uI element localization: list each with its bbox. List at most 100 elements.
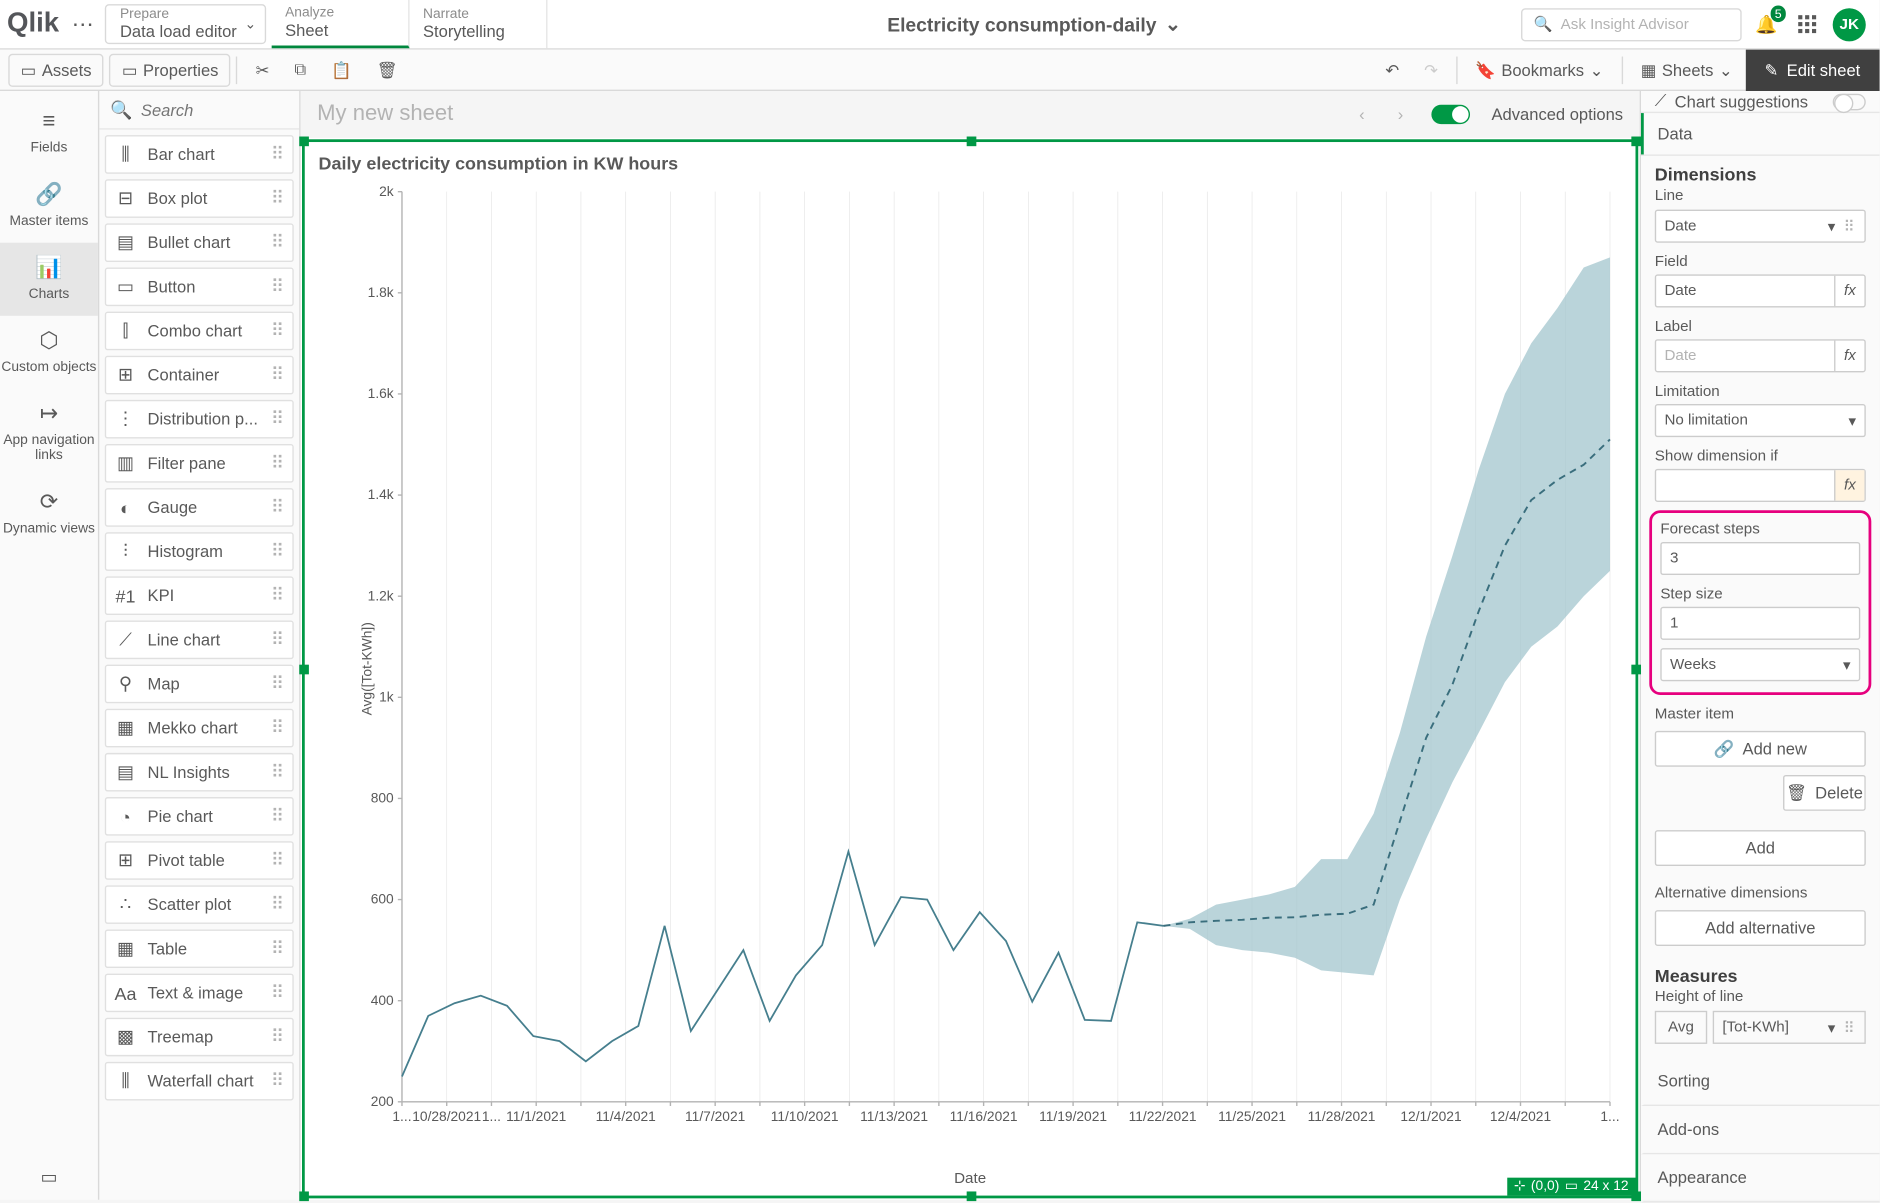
chart-type-pivot-table[interactable]: ⊞Pivot table⠿ bbox=[105, 841, 294, 880]
drag-handle-icon[interactable]: ⠿ bbox=[271, 1070, 286, 1092]
step-unit-select[interactable]: Weeks▾ bbox=[1660, 648, 1860, 681]
cut-icon[interactable]: ✂ bbox=[243, 53, 282, 86]
resize-handle[interactable] bbox=[299, 137, 309, 147]
drag-handle-icon[interactable]: ⠿ bbox=[271, 188, 286, 210]
resize-handle[interactable] bbox=[1631, 665, 1641, 675]
fx-icon[interactable]: fx bbox=[1834, 341, 1864, 371]
add-alternative-button[interactable]: Add alternative bbox=[1655, 910, 1866, 946]
drag-handle-icon[interactable]: ⠿ bbox=[271, 276, 286, 298]
properties-button[interactable]: ▭ Properties bbox=[109, 53, 230, 86]
redo-icon[interactable]: ↷ bbox=[1412, 53, 1451, 86]
drag-handle-icon[interactable]: ⠿ bbox=[271, 143, 286, 165]
qlik-logo[interactable]: Qlik bbox=[0, 0, 66, 48]
chart-type-container[interactable]: ⊞Container⠿ bbox=[105, 356, 294, 395]
prev-sheet-icon[interactable]: ‹ bbox=[1354, 105, 1371, 124]
drag-handle-icon[interactable]: ⠿ bbox=[271, 541, 286, 563]
drag-handle-icon[interactable]: ⠿ bbox=[271, 232, 286, 254]
chart-type-combo-chart[interactable]: ⫿Combo chart⠿ bbox=[105, 312, 294, 351]
sheet-title[interactable]: My new sheet bbox=[317, 102, 1353, 127]
leftstrip-app-navigation-links[interactable]: ↦App navigation links bbox=[0, 389, 98, 477]
addons-section[interactable]: Add-ons bbox=[1641, 1106, 1880, 1154]
resize-handle[interactable] bbox=[1631, 137, 1641, 147]
dimension-select[interactable]: Date ▾⠿ bbox=[1655, 210, 1866, 243]
copy-icon[interactable]: ⧉ bbox=[282, 52, 319, 86]
sorting-section[interactable]: Sorting bbox=[1641, 1058, 1880, 1106]
add-new-button[interactable]: 🔗Add new bbox=[1655, 731, 1866, 767]
delete-button[interactable]: 🗑Delete bbox=[1783, 775, 1866, 811]
forecast-steps-input[interactable]: 3 bbox=[1660, 542, 1860, 575]
advanced-toggle[interactable] bbox=[1431, 105, 1470, 124]
assets-button[interactable]: ▭ Assets bbox=[8, 53, 104, 86]
drag-handle-icon[interactable]: ⠿ bbox=[271, 894, 286, 916]
data-section[interactable]: Data bbox=[1641, 113, 1880, 154]
insight-search[interactable]: 🔍 Ask Insight Advisor bbox=[1521, 8, 1742, 41]
chart-type-nl-insights[interactable]: ▤NL Insights⠿ bbox=[105, 753, 294, 792]
drag-handle-icon[interactable]: ⠿ bbox=[271, 452, 286, 474]
chart-type-bar-chart[interactable]: ⫼Bar chart⠿ bbox=[105, 135, 294, 174]
drag-handle-icon[interactable]: ⠿ bbox=[271, 938, 286, 960]
drag-handle-icon[interactable]: ⠿ bbox=[271, 982, 286, 1004]
leftstrip-custom-objects[interactable]: ⬡Custom objects bbox=[0, 316, 98, 389]
drag-handle-icon[interactable]: ⠿ bbox=[271, 673, 286, 695]
leftstrip-charts[interactable]: 📊Charts bbox=[0, 243, 98, 316]
drag-handle-icon[interactable]: ⠿ bbox=[271, 408, 286, 430]
fx-icon[interactable]: fx bbox=[1834, 276, 1864, 306]
chart-type-mekko-chart[interactable]: ▦Mekko chart⠿ bbox=[105, 709, 294, 748]
chart-type-gauge[interactable]: ◐Gauge⠿ bbox=[105, 488, 294, 527]
delete-icon[interactable]: 🗑 bbox=[364, 53, 410, 86]
bottom-icon[interactable]: ▭ bbox=[0, 1167, 98, 1189]
notifications-icon[interactable]: 🔔5 bbox=[1750, 8, 1783, 41]
app-launcher-icon[interactable] bbox=[1791, 8, 1824, 41]
drag-handle-icon[interactable]: ⠿ bbox=[271, 849, 286, 871]
chart-type-map[interactable]: ⚲Map⠿ bbox=[105, 665, 294, 704]
drag-handle-icon[interactable]: ⠿ bbox=[271, 805, 286, 827]
chart-type-text-image[interactable]: AaText & image⠿ bbox=[105, 974, 294, 1013]
chart-type-histogram[interactable]: ⫶Histogram⠿ bbox=[105, 532, 294, 571]
drag-handle-icon[interactable]: ⠿ bbox=[271, 761, 286, 783]
chart-type-scatter-plot[interactable]: ∴Scatter plot⠿ bbox=[105, 885, 294, 924]
drag-handle-icon[interactable]: ⠿ bbox=[271, 320, 286, 342]
undo-icon[interactable]: ↶ bbox=[1373, 53, 1412, 86]
paste-icon[interactable]: 📋 bbox=[319, 53, 364, 86]
line-chart-object[interactable]: Daily electricity consumption in KW hour… bbox=[302, 139, 1638, 1198]
appearance-section[interactable]: Appearance bbox=[1641, 1154, 1880, 1202]
chart-type-waterfall-chart[interactable]: ⫼Waterfall chart⠿ bbox=[105, 1062, 294, 1101]
app-title[interactable]: Electricity consumption-daily ⌄ bbox=[547, 0, 1521, 48]
leftstrip-master-items[interactable]: 🔗Master items bbox=[0, 170, 98, 243]
chart-type-line-chart[interactable]: ⟋Line chart⠿ bbox=[105, 621, 294, 660]
label-input[interactable]: Datefx bbox=[1655, 339, 1866, 372]
chart-type-bullet-chart[interactable]: ▤Bullet chart⠿ bbox=[105, 223, 294, 262]
chart-type-kpi[interactable]: #1KPI⠿ bbox=[105, 576, 294, 615]
drag-handle-icon[interactable]: ⠿ bbox=[271, 496, 286, 518]
resize-handle[interactable] bbox=[299, 665, 309, 675]
more-icon[interactable]: ⋯ bbox=[66, 0, 99, 48]
drag-handle-icon[interactable]: ⠿ bbox=[271, 1026, 286, 1048]
chart-type-table[interactable]: ▦Table⠿ bbox=[105, 929, 294, 968]
nav-narrate[interactable]: Narrate Storytelling bbox=[409, 0, 547, 48]
measure-agg[interactable]: Avg bbox=[1655, 1011, 1707, 1044]
leftstrip-fields[interactable]: ≡Fields bbox=[0, 99, 98, 169]
fx-icon[interactable]: fx bbox=[1834, 470, 1864, 500]
nav-analyze[interactable]: Analyze Sheet bbox=[271, 0, 409, 48]
field-input[interactable]: Datefx bbox=[1655, 274, 1866, 307]
user-avatar[interactable]: JK bbox=[1833, 8, 1866, 41]
drag-handle-icon[interactable]: ⠿ bbox=[271, 585, 286, 607]
leftstrip-dynamic-views[interactable]: ⟳Dynamic views bbox=[0, 477, 98, 550]
nav-prepare[interactable]: Prepare Data load editor ⌄ bbox=[105, 4, 266, 44]
suggestions-toggle[interactable] bbox=[1833, 93, 1866, 110]
chart-type-distribution-p-[interactable]: ⋮Distribution p...⠿ bbox=[105, 400, 294, 439]
chart-type-treemap[interactable]: ▩Treemap⠿ bbox=[105, 1018, 294, 1057]
sheets-button[interactable]: ▦ Sheets ⌄ bbox=[1628, 53, 1745, 86]
showif-input[interactable]: fx bbox=[1655, 469, 1866, 502]
measure-field[interactable]: [Tot-KWh]▾⠿ bbox=[1713, 1011, 1866, 1044]
bookmarks-button[interactable]: 🔖 Bookmarks ⌄ bbox=[1463, 53, 1616, 86]
add-dimension-button[interactable]: Add bbox=[1655, 830, 1866, 866]
chart-type-button[interactable]: ▭Button⠿ bbox=[105, 268, 294, 307]
limitation-select[interactable]: No limitation▾ bbox=[1655, 404, 1866, 437]
chart-type-pie-chart[interactable]: ◔Pie chart⠿ bbox=[105, 797, 294, 836]
chart-search[interactable]: 🔍 bbox=[99, 91, 299, 130]
drag-handle-icon[interactable]: ⠿ bbox=[271, 364, 286, 386]
resize-handle[interactable] bbox=[966, 137, 976, 147]
next-sheet-icon[interactable]: › bbox=[1392, 105, 1409, 124]
drag-handle-icon[interactable]: ⠿ bbox=[271, 717, 286, 739]
